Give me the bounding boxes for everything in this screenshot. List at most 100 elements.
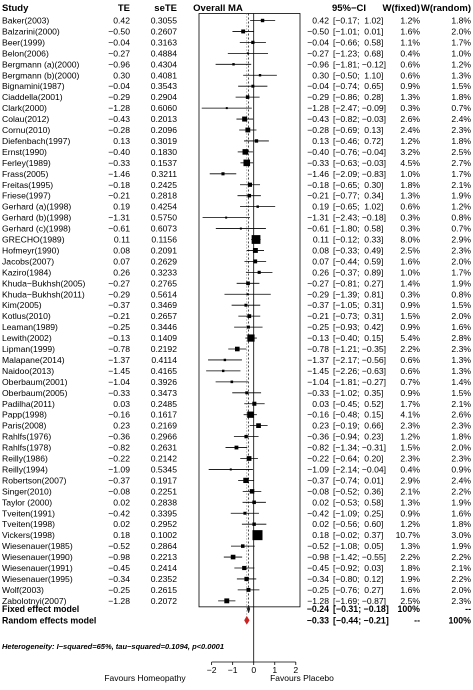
weight-fixed: 2.3%	[400, 421, 420, 431]
study-label: Zabolotnyi(2007)	[2, 596, 67, 606]
effect-square	[223, 358, 227, 362]
plot-area	[198, 13, 301, 662]
study-row: Oberbaum(2005) −0.33 0.3473 −0.33 [−1.02; 0.…	[2, 388, 471, 398]
weight-fixed: 1.7%	[400, 399, 420, 409]
weight-fixed: 1.0%	[400, 267, 420, 277]
ci-value: [−0.48; 0.15]	[333, 410, 383, 420]
te-value-ci: 0.42	[312, 16, 329, 26]
x-tick-label: −1	[228, 665, 238, 675]
study-row: Tveiten(1991) −0.42 0.3395 −0.42 [−1.09; 0.2…	[2, 508, 471, 518]
effect-square	[256, 423, 261, 429]
sete-value: 0.2485	[151, 399, 178, 409]
te-value-ci: −0.08	[307, 486, 329, 496]
ci-value: [−2.09; −0.83]	[333, 169, 386, 179]
ci-value: [−1.39; 0.81]	[333, 289, 383, 299]
sete-value: 0.1830	[151, 147, 178, 157]
ci-value: [−0.93; 0.42]	[333, 322, 383, 332]
ci-value: [−0.50; 1.10]	[333, 70, 383, 80]
fixed-effect-diamond	[246, 604, 251, 614]
ci-value: [−1.69; −0.87]	[333, 596, 386, 606]
effect-square	[239, 227, 242, 230]
study-row: Beer(1999) −0.04 0.3163 −0.04 [−0.66; 0.58] 1…	[2, 37, 471, 47]
weight-random: 2.7%	[451, 158, 471, 168]
study-label: Gerhard (c)(1998)	[2, 224, 71, 234]
sete-value: 0.3233	[151, 267, 178, 277]
weight-fixed: 1.1%	[400, 37, 420, 47]
te-value: −0.33	[108, 158, 130, 168]
weight-fixed: 8.0%	[400, 235, 420, 245]
weight-fixed: 0.3%	[400, 103, 420, 113]
effect-square	[245, 95, 250, 99]
ci-value: [−0.76; −0.04]	[333, 147, 386, 157]
weight-fixed: 1.8%	[400, 180, 420, 190]
te-value: −0.04	[108, 37, 130, 47]
te-value-ci: −1.46	[307, 169, 329, 179]
effect-square	[230, 554, 236, 560]
te-value: −0.16	[108, 410, 130, 420]
study-row: Taylor (2000) 0.02 0.2838 0.02 [−0.53; 0.58]…	[2, 497, 471, 507]
te-value: −1.04	[108, 377, 130, 387]
study-label: Wolf(2003)	[2, 585, 44, 595]
effect-square	[234, 346, 240, 352]
te-value: 0.42	[113, 16, 130, 26]
effect-square	[230, 380, 234, 384]
effect-square	[244, 303, 248, 307]
te-value: −0.42	[108, 508, 130, 518]
weight-random: 2.3%	[451, 344, 471, 354]
sete-value: 0.2952	[151, 519, 178, 529]
effect-square	[244, 434, 248, 439]
study-row: Reilly(1994) −1.09 0.5345 −1.09 [−2.14; −0.0…	[2, 464, 471, 474]
study-label: Gerhard (a)(1998)	[2, 202, 71, 212]
study-row: Wolf(2003) −0.25 0.2615 −0.25 [−0.76; 0.27] 1…	[2, 585, 471, 595]
te-value-ci: −0.98	[307, 552, 329, 562]
ci-value: [−0.73; 0.31]	[333, 311, 383, 321]
study-row: Balzarini(2000) −0.50 0.2607 −0.50 [−1.01; 0…	[2, 26, 471, 36]
study-row: Frass(2005) −1.46 0.3211 −1.46 [−2.09; −0.83…	[2, 169, 471, 179]
study-label: Khuda−Bukhsh(2005)	[2, 278, 86, 288]
te-value: 0.13	[113, 136, 130, 146]
weight-random: 2.0%	[451, 26, 471, 36]
study-label: Frass(2005)	[2, 169, 48, 179]
study-row: GRECHO(1989) 0.11 0.1156 0.11 [−0.12; 0.33] 8…	[2, 235, 471, 245]
te-value: −1.46	[108, 169, 130, 179]
sete-value: 0.1156	[151, 235, 177, 245]
study-row: Ferley(1989) −0.33 0.1537 −0.33 [−0.63; −0.0…	[2, 158, 471, 168]
ci-value: [−1.80; 0.58]	[333, 224, 383, 234]
weight-random: 2.3%	[451, 125, 471, 135]
te-value: −0.25	[108, 322, 130, 332]
weight-fixed: 2.4%	[400, 125, 420, 135]
weight-random: 2.0%	[451, 256, 471, 266]
te-value: −0.43	[108, 114, 130, 124]
header-te: TE	[118, 3, 130, 14]
sete-value: 0.4254	[151, 202, 178, 212]
ci-value: [−0.65; 1.02]	[333, 202, 383, 212]
x-tick-label: 2	[293, 665, 298, 675]
study-label: Clark(2000)	[2, 103, 47, 113]
study-label: Beer(1999)	[2, 37, 45, 47]
te-value: 0.11	[114, 235, 130, 245]
study-row: Jacobs(2007) 0.07 0.2629 0.07 [−0.44; 0.59] 1…	[2, 256, 471, 266]
study-label: Gerhard (b)(1998)	[2, 213, 71, 223]
sete-value: 0.2091	[151, 245, 178, 255]
te-value: −0.33	[108, 388, 130, 398]
te-value-ci: −1.37	[307, 355, 329, 365]
study-label: Ferley(1989)	[2, 158, 51, 168]
weight-fixed: 5.4%	[400, 333, 420, 343]
weight-fixed: 0.4%	[400, 464, 420, 474]
study-label: Malapane(2014)	[2, 355, 65, 365]
weight-random: 1.3%	[451, 355, 471, 365]
weight-fixed: 4.5%	[400, 158, 420, 168]
ci-value: [−2.14; −0.04]	[333, 464, 386, 474]
effect-square	[221, 172, 225, 176]
weight-random: 2.6%	[451, 410, 471, 420]
effect-square	[234, 445, 239, 450]
effect-square	[254, 139, 259, 143]
te-value-ci: −0.40	[307, 147, 329, 157]
study-label: Leaman(1989)	[2, 322, 58, 332]
pooled-rows: Fixed effect model −0.24 [−0.31; −0.18] 100…	[2, 604, 471, 625]
effect-square	[246, 325, 250, 329]
effect-square	[251, 40, 255, 45]
weight-fixed: 1.5%	[400, 311, 420, 321]
pooled-label: Random effects model	[2, 615, 96, 625]
te-value: 0.19	[113, 202, 130, 212]
